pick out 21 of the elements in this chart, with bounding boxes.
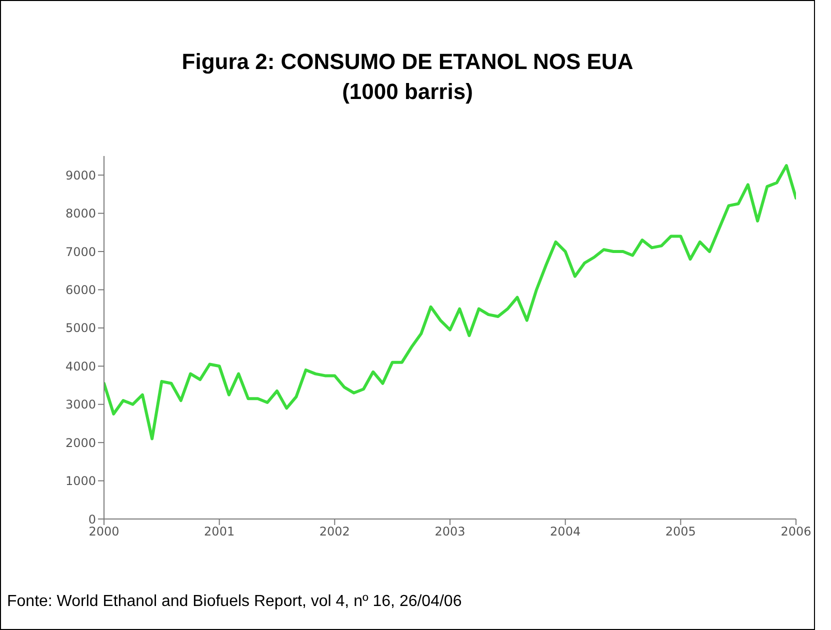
- y-tick-label: 3000: [65, 398, 96, 412]
- y-tick-label: 4000: [65, 359, 96, 374]
- y-tick-label: 1000: [65, 474, 96, 488]
- chart-subtitle: (1000 barris): [341, 78, 474, 106]
- x-tick-label: 2001: [204, 524, 235, 539]
- x-tick-label: 2000: [88, 524, 120, 539]
- x-tick-label: 2005: [665, 524, 696, 539]
- source-note: Fonte: World Ethanol and Biofuels Report, vol 4, nº 16, 26/04/06: [7, 593, 462, 611]
- x-tick-label: 2002: [319, 524, 350, 539]
- x-tick-label: 2006: [780, 524, 812, 539]
- x-tick-label: 2003: [434, 524, 466, 539]
- y-tick-label: 6000: [65, 282, 96, 297]
- y-tick-label: 8000: [65, 206, 96, 221]
- y-tick-label: 5000: [65, 321, 96, 336]
- x-tick-label: 2004: [550, 524, 581, 539]
- y-tick-label: 7000: [65, 244, 96, 259]
- chart-title: Figura 2: CONSUMO DE ETANOL NOS EUA: [180, 48, 634, 76]
- y-tick-label: 0: [88, 512, 96, 526]
- y-tick-label: 2000: [65, 436, 96, 450]
- line-series: [104, 164, 796, 440]
- y-tick-label: 9000: [65, 168, 96, 182]
